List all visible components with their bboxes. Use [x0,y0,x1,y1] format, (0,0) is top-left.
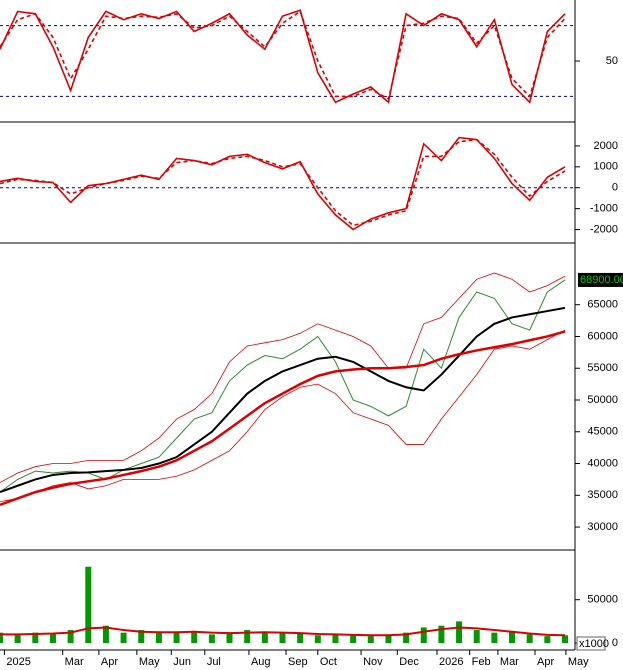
y-tick-label: 65000 [587,299,618,311]
volume-bar [297,632,304,644]
y-tick-label: -1000 [590,203,618,215]
x-tick-label: Apr [101,656,118,668]
x-tick-label: Mar [500,656,519,668]
x-tick-label: Jun [173,656,191,668]
volume-bar [244,630,251,644]
volume-bar [261,631,268,644]
volume-bar [155,632,162,644]
x-tick-label: Dec [399,656,419,668]
volume-bar [491,632,498,644]
y-tick-label: 50000 [587,394,618,406]
x-tick-label: Apr [537,656,554,668]
y-tick-label: 60000 [587,330,618,342]
volume-bar [85,566,92,644]
unit-label: x1000 [579,638,609,650]
series-line [0,306,566,494]
last-price-label: 68900.00 [580,274,623,286]
x-tick-label: May [139,656,160,668]
volume-bar [0,632,3,644]
last-price-box [578,272,623,287]
volume-bar [509,630,516,644]
series-line [0,330,566,506]
y-tick-label: -2000 [590,223,618,235]
volume-bar [403,632,410,644]
unit-box [576,636,606,651]
series-line [0,329,566,503]
y-tick-label: 0 [612,637,618,649]
volume-bar [67,630,74,644]
x-tick-label: Nov [363,656,383,668]
volume-bar [279,632,286,644]
y-tick-label: 2000 [594,140,618,152]
series-line [0,626,566,637]
volume-bar [191,630,198,644]
y-tick-label: 0 [612,182,618,194]
y-tick-label: 35000 [587,489,618,501]
volume-bar [49,633,56,644]
volume-bar [226,632,233,644]
volume-bar [102,625,109,644]
series-line [0,10,566,100]
volume-bar [420,627,427,644]
volume-bar [385,634,392,644]
x-tick-label: 2026 [439,656,463,668]
y-tick-label: 40000 [587,457,618,469]
volume-bar [544,636,551,644]
series-line [0,279,566,493]
series-line [0,272,566,483]
y-tick-label: 50 [606,55,618,67]
y-tick-label: 50000 [587,594,618,606]
volume-bar [473,630,480,644]
volume-bar [350,635,357,644]
x-tick-label: May [568,656,589,668]
volume-bar [332,634,339,644]
volume-bar [138,630,145,644]
volume-bar [14,634,21,644]
volume-bar [208,634,215,644]
series-line [0,138,566,227]
volume-bar [562,635,568,644]
x-tick-label: Feb [472,656,491,668]
volume-bar [32,632,39,644]
y-tick-label: 30000 [587,521,618,533]
volume-bar [173,631,180,644]
series-line [0,136,566,231]
series-line [0,9,566,104]
x-tick-label: Jul [207,656,221,668]
x-tick-label: Sep [288,656,308,668]
y-tick-label: 1000 [594,161,618,173]
volume-bar [120,632,127,644]
x-tick-label: Aug [251,656,271,668]
volume-bar [438,625,445,644]
volume-bar [456,621,463,644]
x-tick-label: Oct [320,656,337,668]
volume-bar [367,636,374,644]
x-tick-label: 2025 [6,656,30,668]
x-tick-label: Mar [65,656,84,668]
volume-bar [526,634,533,644]
y-tick-label: 45000 [587,426,618,438]
volume-bar [314,635,321,644]
y-tick-label: 55000 [587,362,618,374]
